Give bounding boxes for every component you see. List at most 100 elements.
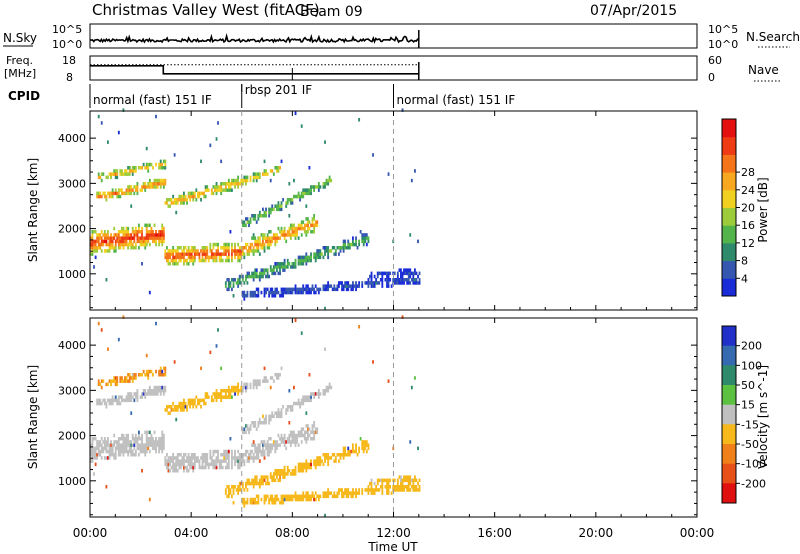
velocity-cell (159, 373, 162, 377)
velocity-cell (113, 379, 116, 383)
velocity-cell (254, 501, 257, 505)
power-cell (274, 294, 277, 298)
power-cell (313, 214, 316, 218)
power-cell (93, 239, 95, 244)
velocity-cell (249, 385, 252, 390)
velocity-cell (223, 459, 226, 463)
velocity-cell (122, 379, 125, 383)
power-cell (100, 236, 103, 240)
velocity-cell (234, 456, 236, 460)
velocity-cell (403, 475, 405, 479)
power-cell (303, 230, 306, 234)
power-cell (181, 198, 184, 202)
velocity-cell (310, 437, 312, 441)
velocity-cell (400, 488, 402, 492)
velocity-cell (153, 385, 156, 390)
velocity-cell (141, 449, 143, 454)
velocity-cell (204, 456, 207, 460)
velocity-cell (313, 392, 316, 396)
velocity-cell (276, 440, 278, 444)
power-cell (232, 284, 235, 288)
velocity-cell (167, 411, 170, 415)
velocity-cell (108, 401, 111, 406)
power-cell (197, 249, 199, 253)
velocity-cell (263, 497, 266, 502)
power-cell (325, 287, 328, 292)
power-cell (91, 239, 94, 244)
power-cell (251, 249, 254, 253)
velocity-cell (279, 414, 281, 419)
power-cell (94, 239, 97, 244)
power-cell (299, 198, 302, 202)
power-cell (255, 172, 258, 176)
power-cell (209, 143, 212, 148)
velocity-cell (97, 443, 100, 447)
velocity-cell (415, 488, 418, 492)
power-cell (243, 252, 246, 256)
velocity-cell (173, 405, 176, 409)
power-cell (172, 262, 175, 266)
velocity-cell (179, 453, 182, 457)
velocity-cell (159, 366, 162, 371)
velocity-cell (232, 491, 235, 495)
power-cell (241, 290, 244, 295)
nsky-label: N.Sky (3, 31, 37, 45)
velocity-cell (178, 462, 181, 467)
power-cell (231, 287, 233, 292)
power-cell (212, 258, 215, 263)
velocity-cell (243, 385, 246, 390)
power-cell (121, 226, 123, 231)
freq-panel: Freq. [MHz] 18 8 60 0 Nave (4, 54, 780, 84)
colorbar-tick-label: 15 (741, 399, 755, 412)
y-tick-label: 2000 (58, 223, 86, 236)
power-cell (358, 242, 361, 247)
velocity-cell (142, 446, 145, 451)
power-cell (197, 191, 199, 196)
power-cell (386, 284, 388, 288)
power-cell (302, 226, 305, 231)
power-cell (124, 236, 126, 240)
power-cell (144, 236, 147, 240)
power-cell (237, 278, 240, 282)
velocity-cell (266, 446, 269, 451)
power-cell (187, 249, 190, 253)
velocity-cell (398, 485, 401, 489)
velocity-cell (231, 465, 233, 470)
velocity-cell (355, 491, 357, 495)
velocity-cell (353, 491, 356, 495)
power-cell (116, 233, 119, 237)
velocity-cell (105, 401, 108, 406)
velocity-cell (297, 401, 300, 406)
velocity-cell (181, 408, 184, 412)
power-cell (93, 242, 95, 247)
power-cell (393, 278, 396, 282)
velocity-cell (178, 401, 181, 406)
power-cell (279, 294, 281, 298)
power-cell (246, 294, 249, 298)
power-cell (133, 239, 136, 244)
velocity-cell (305, 465, 308, 470)
power-cell (97, 246, 100, 250)
power-cell (322, 246, 325, 250)
power-cell (183, 262, 185, 266)
power-cell (116, 236, 119, 240)
power-cell (333, 284, 336, 288)
velocity-cell (272, 475, 275, 479)
velocity-cell (291, 494, 294, 499)
velocity-cell (136, 389, 139, 393)
velocity-cell (170, 408, 173, 412)
velocity-cell (166, 465, 168, 470)
velocity-cell (138, 443, 140, 447)
power-cell (297, 262, 300, 266)
velocity-cell (150, 433, 153, 438)
velocity-cell (183, 459, 185, 463)
velocity-cell (342, 453, 345, 457)
power-cell (249, 178, 252, 183)
power-cell (110, 194, 112, 199)
velocity-cell (237, 462, 240, 467)
power-cell (255, 220, 258, 224)
power-cell (162, 182, 165, 186)
power-cell (296, 226, 298, 231)
velocity-cell (134, 392, 137, 396)
